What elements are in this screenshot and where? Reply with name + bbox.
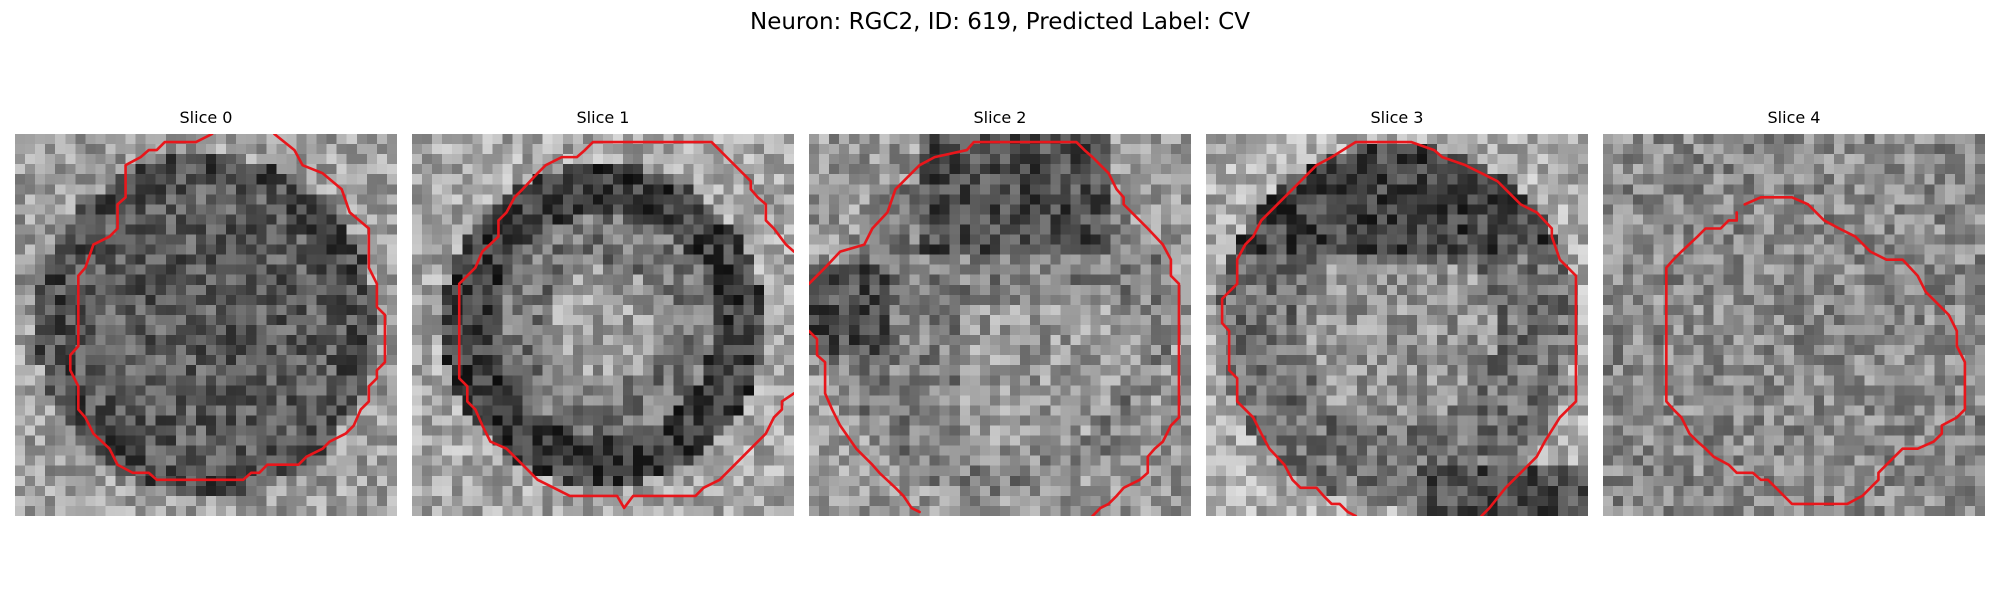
slice-image-2 bbox=[809, 134, 1191, 516]
slice-title-0: Slice 0 bbox=[179, 108, 233, 127]
slice-image-1 bbox=[412, 134, 794, 516]
figure-title: Neuron: RGC2, ID: 619, Predicted Label: … bbox=[750, 9, 1250, 35]
segmentation-contour bbox=[68, 134, 387, 482]
slice-panel-2: Slice 2 bbox=[809, 108, 1191, 516]
slice-title-3: Slice 3 bbox=[1370, 108, 1424, 127]
slice-image-3 bbox=[1206, 134, 1588, 516]
slice-image-0 bbox=[15, 134, 397, 516]
slice-title-2: Slice 2 bbox=[973, 108, 1027, 127]
slice-image-4 bbox=[1603, 134, 1985, 516]
segmentation-contour bbox=[809, 140, 1181, 516]
segmentation-contour bbox=[1665, 196, 1967, 506]
slice-title-4: Slice 4 bbox=[1767, 108, 1821, 127]
slice-panel-0: Slice 0 bbox=[15, 108, 397, 516]
slice-title-1: Slice 1 bbox=[576, 108, 630, 127]
slice-panel-3: Slice 3 bbox=[1206, 108, 1588, 516]
segmentation-contour bbox=[809, 329, 921, 514]
segmentation-contour bbox=[457, 140, 794, 510]
slice-panel-4: Slice 4 bbox=[1603, 108, 1985, 516]
segmentation-contour bbox=[1220, 140, 1578, 516]
slice-panel-1: Slice 1 bbox=[412, 108, 794, 516]
